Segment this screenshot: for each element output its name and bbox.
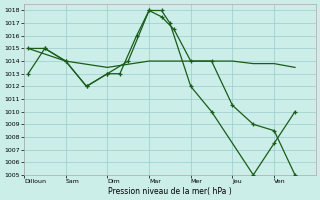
X-axis label: Pression niveau de la mer( hPa ): Pression niveau de la mer( hPa )	[108, 187, 232, 196]
